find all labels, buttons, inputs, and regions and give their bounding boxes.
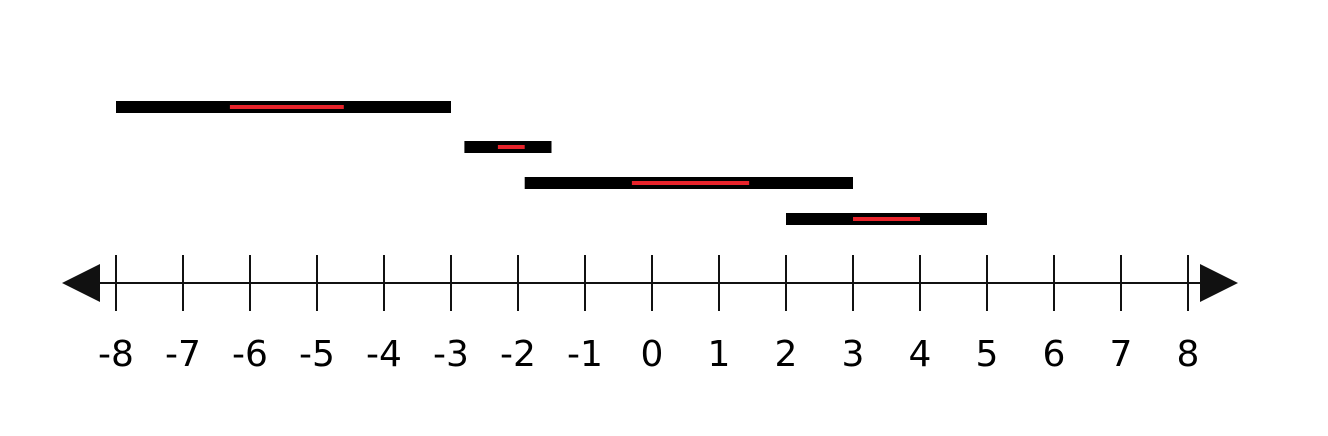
- tick-label: -4: [366, 334, 402, 375]
- tick-label: 1: [708, 334, 731, 375]
- tick-label: 8: [1177, 334, 1200, 375]
- tick-label: 2: [775, 334, 798, 375]
- tick-label: -1: [567, 334, 603, 375]
- tick-label: 5: [976, 334, 999, 375]
- tick-label: 4: [909, 334, 932, 375]
- interval-highlight: [497, 145, 525, 149]
- right-arrow-icon: [1200, 264, 1238, 302]
- interval-highlight: [229, 105, 344, 109]
- axis-ticks: [115, 255, 1189, 311]
- tick-label: -8: [98, 334, 134, 375]
- tick-label: -5: [299, 334, 335, 375]
- tick-label: 6: [1043, 334, 1066, 375]
- interval-highlight: [853, 217, 920, 221]
- interval-bars: [116, 101, 987, 225]
- tick-label: -3: [433, 334, 469, 375]
- tick-label: 0: [641, 334, 664, 375]
- tick-label: 7: [1110, 334, 1133, 375]
- number-line: -8 -7 -6 -5 -4 -3 -2 -1 0 1 2 3 4 5 6 7 8: [62, 255, 1238, 375]
- interval-highlight: [631, 181, 750, 185]
- tick-label: -6: [232, 334, 268, 375]
- left-arrow-icon: [62, 264, 100, 302]
- tick-label: 3: [842, 334, 865, 375]
- tick-label: -2: [500, 334, 536, 375]
- tick-label: -7: [165, 334, 201, 375]
- axis-tick-labels: -8 -7 -6 -5 -4 -3 -2 -1 0 1 2 3 4 5 6 7 8: [98, 334, 1199, 375]
